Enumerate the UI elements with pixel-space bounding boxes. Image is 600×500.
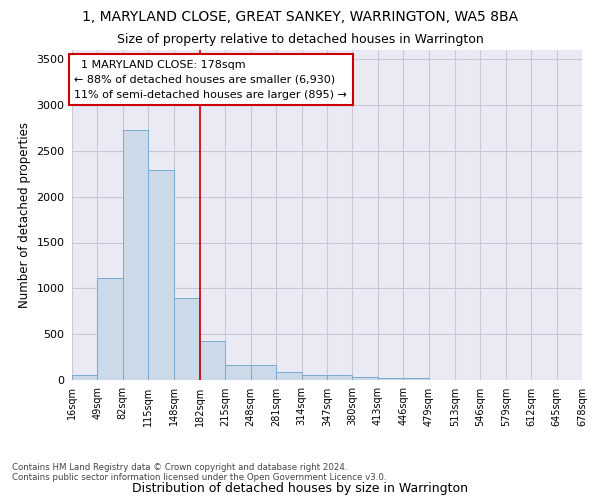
Bar: [327, 375, 352, 380]
Bar: [226, 365, 251, 380]
Bar: [123, 130, 148, 380]
Text: 1 MARYLAND CLOSE: 178sqm  
← 88% of detached houses are smaller (6,930)
11% of s: 1 MARYLAND CLOSE: 178sqm ← 88% of detach…: [74, 60, 347, 100]
Bar: [302, 374, 327, 380]
Y-axis label: Number of detached properties: Number of detached properties: [17, 122, 31, 308]
Bar: [378, 378, 403, 380]
Text: Contains HM Land Registry data © Crown copyright and database right 2024.
Contai: Contains HM Land Registry data © Crown c…: [12, 462, 386, 482]
Bar: [352, 377, 378, 380]
Bar: [97, 278, 123, 380]
Bar: [200, 340, 226, 380]
Bar: [148, 170, 173, 380]
Text: Distribution of detached houses by size in Warrington: Distribution of detached houses by size …: [132, 482, 468, 495]
Text: Size of property relative to detached houses in Warrington: Size of property relative to detached ho…: [116, 32, 484, 46]
Bar: [173, 298, 199, 380]
Bar: [403, 378, 428, 380]
Bar: [72, 375, 97, 380]
Bar: [251, 365, 276, 380]
Text: 1, MARYLAND CLOSE, GREAT SANKEY, WARRINGTON, WA5 8BA: 1, MARYLAND CLOSE, GREAT SANKEY, WARRING…: [82, 10, 518, 24]
Bar: [276, 372, 302, 380]
